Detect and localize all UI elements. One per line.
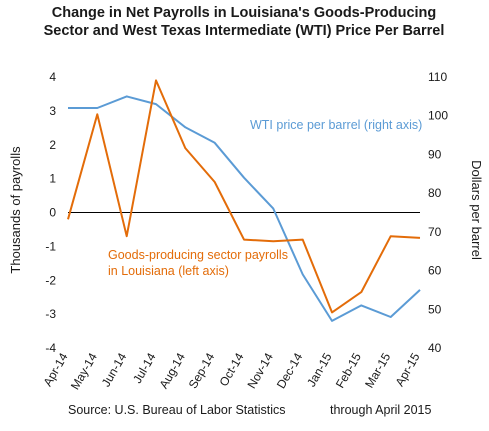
left-tick-label: 4 (49, 70, 56, 84)
x-tick-label: Apr-14 (40, 350, 70, 388)
x-tick-label: Dec-14 (274, 350, 306, 391)
series-layer (67, 79, 421, 322)
payroll-series-label-line-2: in Louisiana (left axis) (108, 264, 229, 278)
x-tick-label: Jan-15 (304, 350, 335, 389)
source-note: Source: U.S. Bureau of Labor Statistics (68, 403, 285, 417)
period-note: through April 2015 (330, 403, 432, 417)
payroll-series-label-line-1: Goods-producing sector payrolls (108, 248, 288, 262)
left-tick-label: 1 (49, 172, 56, 186)
x-tick-label: Jul-14 (130, 350, 159, 386)
wti-price-line (68, 95, 421, 322)
right-tick-label: 70 (428, 225, 442, 239)
x-tick-label: Jun-14 (99, 350, 130, 389)
chart-title-line-1: Change in Net Payrolls in Louisiana's Go… (52, 5, 437, 21)
x-tick-label: Mar-15 (362, 350, 393, 390)
x-tick-label: Oct-14 (216, 350, 246, 388)
x-tick-label: Nov-14 (244, 350, 276, 391)
right-tick-label: 50 (428, 302, 442, 316)
wti-series-label: WTI price per barrel (right axis) (250, 118, 422, 132)
left-tick-label: 2 (49, 138, 56, 152)
right-tick-label: 100 (428, 109, 448, 123)
x-tick-label: Sep-14 (186, 350, 218, 391)
left-tick-label: -3 (45, 307, 56, 321)
x-tick-label: Apr-15 (392, 350, 422, 388)
right-axis-title: Dollars per barrel (469, 160, 484, 260)
right-tick-label: 80 (428, 186, 442, 200)
x-tick-label: May-14 (68, 350, 100, 392)
left-tick-label: -4 (45, 341, 56, 355)
chart-title-line-2: Sector and West Texas Intermediate (WTI)… (44, 23, 445, 39)
right-tick-label: 90 (428, 147, 442, 161)
right-tick-label: 40 (428, 341, 442, 355)
right-tick-label: 110 (428, 70, 447, 84)
left-axis-title: Thousands of payrolls (8, 146, 23, 274)
x-tick-label: Feb-15 (333, 350, 364, 390)
left-axis-ticks: 4 3 2 1 0 -1 -2 -3 -4 (45, 70, 56, 355)
right-tick-label: 60 (428, 264, 442, 278)
left-tick-label: -2 (45, 273, 56, 287)
left-tick-label: 0 (49, 206, 56, 220)
left-tick-label: -1 (45, 239, 56, 253)
left-tick-label: 3 (49, 104, 56, 118)
right-axis-ticks: 110 100 90 80 70 60 50 40 (428, 70, 448, 355)
x-tick-label: Aug-14 (156, 350, 188, 391)
payroll-change-line (67, 79, 421, 314)
